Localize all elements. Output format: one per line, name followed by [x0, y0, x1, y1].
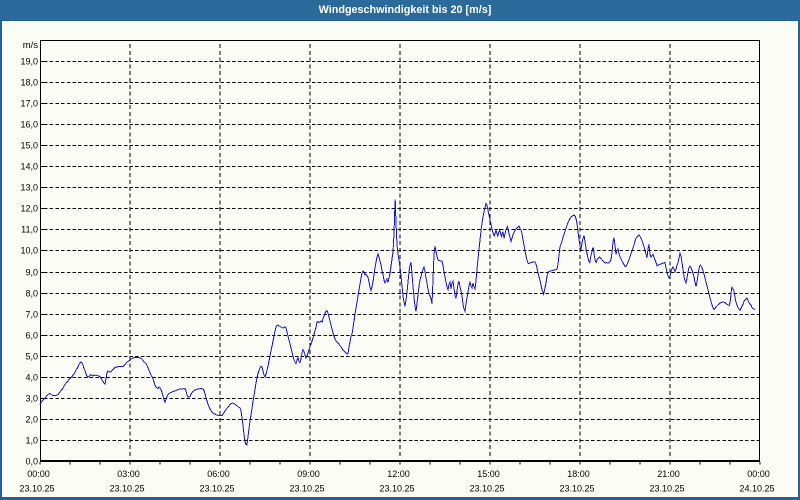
- svg-text:8,0: 8,0: [25, 288, 38, 298]
- svg-text:23.10.25: 23.10.25: [649, 484, 684, 494]
- svg-text:24.10.25: 24.10.25: [739, 484, 774, 494]
- svg-text:2,0: 2,0: [25, 414, 38, 424]
- svg-text:23.10.25: 23.10.25: [109, 484, 144, 494]
- svg-text:17,0: 17,0: [20, 98, 38, 108]
- svg-text:0,0: 0,0: [25, 456, 38, 466]
- svg-text:3,0: 3,0: [25, 393, 38, 403]
- svg-text:23.10.25: 23.10.25: [469, 484, 504, 494]
- svg-text:5,0: 5,0: [25, 351, 38, 361]
- svg-text:11,0: 11,0: [21, 224, 38, 234]
- svg-text:18:00: 18:00: [567, 469, 590, 479]
- svg-text:23.10.25: 23.10.25: [559, 484, 594, 494]
- svg-text:18,0: 18,0: [20, 77, 38, 87]
- svg-text:m/s: m/s: [23, 40, 39, 51]
- svg-text:Windgeschwindigkeit bis 20 [m/: Windgeschwindigkeit bis 20 [m/s]: [319, 4, 492, 16]
- svg-text:23.10.25: 23.10.25: [19, 484, 54, 494]
- svg-text:13,0: 13,0: [20, 182, 38, 192]
- svg-text:1,0: 1,0: [25, 435, 38, 445]
- svg-text:15,0: 15,0: [20, 140, 38, 150]
- svg-text:06:00: 06:00: [207, 469, 230, 479]
- svg-text:6,0: 6,0: [25, 330, 38, 340]
- svg-text:4,0: 4,0: [25, 372, 38, 382]
- svg-text:7,0: 7,0: [25, 309, 38, 319]
- svg-text:23.10.25: 23.10.25: [199, 484, 234, 494]
- svg-text:23.10.25: 23.10.25: [379, 484, 414, 494]
- svg-text:00:00: 00:00: [27, 469, 50, 479]
- svg-text:10,0: 10,0: [20, 245, 38, 255]
- svg-text:03:00: 03:00: [117, 469, 140, 479]
- svg-text:00:00: 00:00: [747, 469, 770, 479]
- svg-text:16,0: 16,0: [20, 119, 38, 129]
- svg-text:9,0: 9,0: [25, 267, 38, 277]
- svg-text:09:00: 09:00: [297, 469, 320, 479]
- svg-text:12,0: 12,0: [20, 203, 38, 213]
- svg-text:15:00: 15:00: [477, 469, 500, 479]
- svg-text:19,0: 19,0: [20, 56, 38, 66]
- svg-text:23.10.25: 23.10.25: [289, 484, 324, 494]
- svg-text:14,0: 14,0: [20, 161, 38, 171]
- svg-text:12:00: 12:00: [387, 469, 410, 479]
- svg-text:21:00: 21:00: [657, 469, 680, 479]
